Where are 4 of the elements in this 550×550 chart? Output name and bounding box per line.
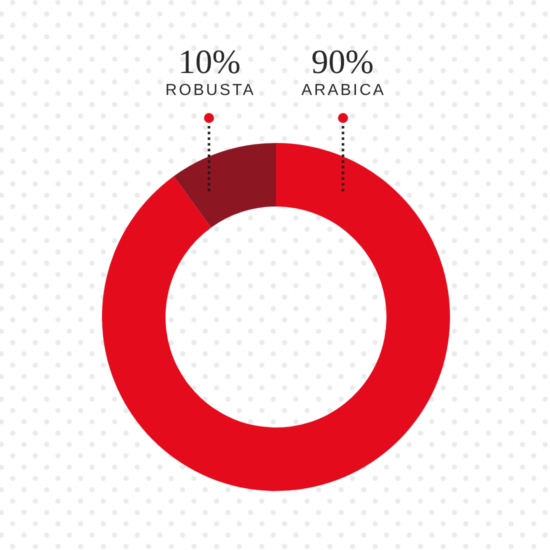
slice-label: ROBUSTA — [165, 82, 256, 99]
data-label: 10% — [178, 44, 241, 81]
data-label: 90% — [311, 44, 374, 81]
slice-label: ARABICA — [301, 82, 386, 99]
